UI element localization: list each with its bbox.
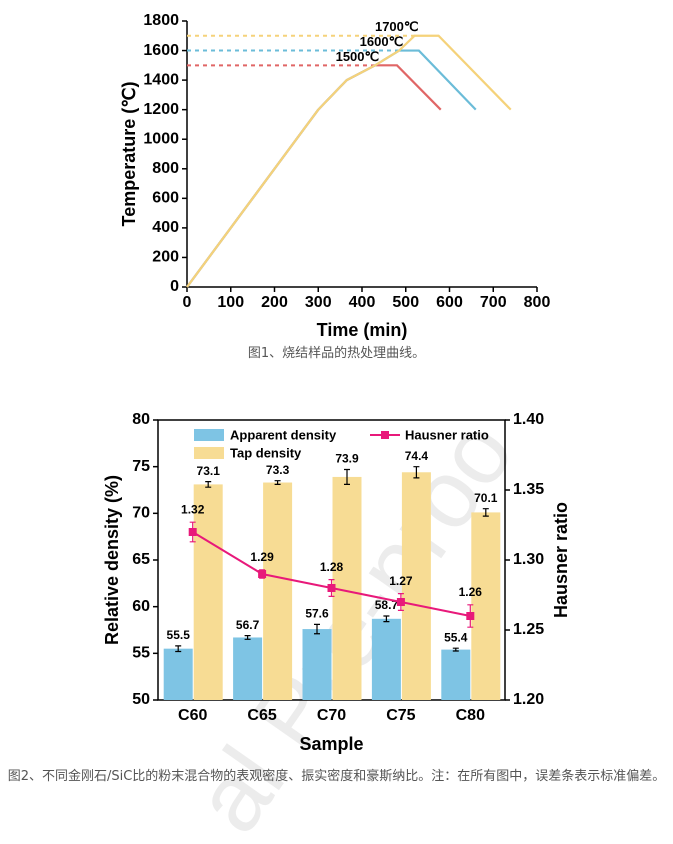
value-label: 74.4 <box>405 449 429 463</box>
bar <box>401 472 431 700</box>
y-tick-label: 600 <box>152 190 179 207</box>
bar <box>193 484 223 700</box>
hausner-marker <box>466 612 475 620</box>
error-bar <box>244 635 251 640</box>
bar <box>263 482 293 700</box>
legend-label: Tap density <box>230 445 302 460</box>
y2-tick-label: 1.25 <box>513 621 544 638</box>
y2-tick-label: 1.20 <box>513 691 544 708</box>
temperature-line <box>186 34 512 288</box>
value-label: 70.1 <box>474 491 498 505</box>
error-bar <box>383 615 390 623</box>
y-tick-label: 70 <box>132 505 150 522</box>
value-label: 1.26 <box>459 585 483 599</box>
error-bar <box>205 481 212 488</box>
value-label: 55.4 <box>444 630 468 644</box>
legend-swatch <box>194 429 224 441</box>
caption: 图1、烧结样品的热处理曲线。 <box>247 346 426 361</box>
value-label: 73.3 <box>266 463 290 477</box>
y-tick-label: 1200 <box>143 101 179 118</box>
error-bar <box>344 468 350 485</box>
value-label: 73.9 <box>335 452 359 466</box>
error-bar <box>452 647 459 652</box>
value-label: 1.28 <box>320 560 344 574</box>
x-tick-label: 0 <box>183 294 192 311</box>
value-label: 73.1 <box>197 464 221 478</box>
y-tick-label: 1800 <box>143 12 179 29</box>
bar <box>163 648 193 700</box>
value-label: 1.27 <box>389 574 413 588</box>
y-tick-label: 80 <box>132 411 150 428</box>
y-tick-label: 1400 <box>143 71 179 88</box>
error-bar <box>413 466 420 479</box>
y2-tick-label: 1.40 <box>513 411 544 428</box>
value-label: 57.6 <box>305 607 329 621</box>
bar <box>441 649 471 700</box>
bar <box>371 618 401 700</box>
hausner-marker <box>396 598 405 606</box>
x-axis-label: Sample <box>299 734 363 754</box>
y-tick-label: 1000 <box>143 130 179 147</box>
x-tick-label: C60 <box>178 707 207 724</box>
legend-label: Apparent density <box>230 427 337 442</box>
bar <box>233 637 263 700</box>
temperature-line <box>186 64 442 288</box>
temperature-line <box>186 49 477 288</box>
y-axis-label: Temperature (℃) <box>119 82 139 227</box>
error-bar <box>175 645 182 653</box>
hausner-marker <box>327 584 336 592</box>
value-label: 1.29 <box>250 550 274 564</box>
y2-axis-label: Hausner ratio <box>551 502 571 618</box>
legend-swatch <box>194 447 224 459</box>
x-tick-label: 100 <box>217 294 244 311</box>
y-tick-label: 1600 <box>143 42 179 59</box>
y-tick-label: 800 <box>152 160 179 177</box>
y-tick-label: 200 <box>152 249 179 266</box>
y-axis-label: Relative density (%) <box>102 475 122 645</box>
value-label: 58.7 <box>375 598 399 612</box>
bar <box>471 512 501 700</box>
y-tick-label: 0 <box>170 278 179 295</box>
y-tick-label: 400 <box>152 219 179 236</box>
value-label: 55.5 <box>167 628 191 642</box>
y-tick-label: 60 <box>132 598 150 615</box>
y-tick-label: 65 <box>132 551 150 568</box>
x-tick-label: 700 <box>480 294 507 311</box>
x-tick-label: C65 <box>247 707 276 724</box>
x-tick-label: 200 <box>261 294 288 311</box>
series-label: 1500℃ <box>336 49 380 64</box>
bar <box>302 629 332 700</box>
y2-tick-label: 1.35 <box>513 481 544 498</box>
hausner-marker <box>188 528 197 536</box>
x-tick-label: C80 <box>456 707 485 724</box>
error-bar <box>314 623 320 635</box>
x-tick-label: 600 <box>436 294 463 311</box>
y-tick-label: 75 <box>132 458 150 475</box>
x-tick-label: 300 <box>305 294 332 311</box>
x-tick-label: C75 <box>386 707 415 724</box>
x-tick-label: 800 <box>524 294 551 311</box>
caption: 图2、不同金刚石/SiC比的粉末混合物的表观密度、振实密度和豪斯纳比。注：在所有… <box>7 769 666 784</box>
value-label: 1.32 <box>181 502 205 516</box>
x-tick-label: C70 <box>317 707 346 724</box>
hausner-marker <box>258 570 267 578</box>
legend-label: Hausner ratio <box>405 427 489 442</box>
x-tick-label: 400 <box>349 294 376 311</box>
x-tick-label: 500 <box>392 294 419 311</box>
x-axis-label: Time (min) <box>317 320 408 340</box>
legend-marker <box>381 431 389 439</box>
error-bar <box>482 508 489 517</box>
series-label: 1700℃ <box>375 19 419 34</box>
error-bar <box>274 480 281 485</box>
y-tick-label: 55 <box>132 645 150 662</box>
y-tick-label: 50 <box>132 691 150 708</box>
y2-tick-label: 1.30 <box>513 551 544 568</box>
value-label: 56.7 <box>236 618 260 632</box>
series-label: 1600℃ <box>360 34 404 49</box>
